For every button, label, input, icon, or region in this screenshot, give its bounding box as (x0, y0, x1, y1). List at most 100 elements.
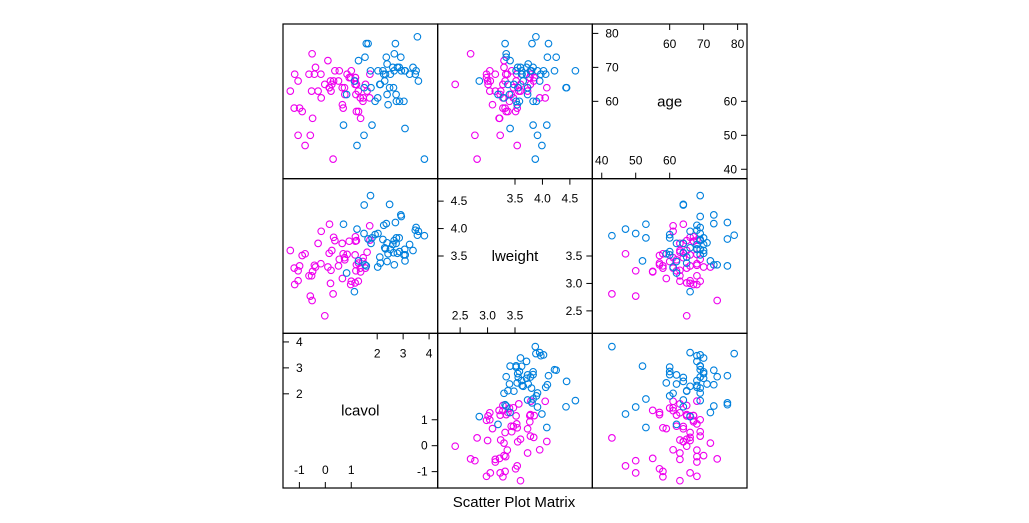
data-point (504, 107, 512, 116)
tick-label: 3.5 (566, 249, 583, 263)
data-point (522, 357, 531, 366)
data-point (488, 100, 497, 109)
data-point (730, 231, 739, 240)
data-point (542, 83, 551, 92)
data-point (539, 66, 548, 75)
data-point (382, 53, 391, 62)
data-point (510, 80, 518, 89)
data-point (655, 464, 664, 473)
data-point (471, 131, 479, 140)
data-point (329, 233, 338, 242)
data-point (631, 469, 640, 477)
data-point (329, 77, 338, 85)
data-point (390, 260, 399, 269)
data-point (290, 70, 299, 79)
tick-label: 3.5 (451, 249, 468, 263)
data-point (395, 63, 404, 72)
data-point (334, 262, 343, 270)
data-point (500, 439, 508, 447)
data-point (709, 211, 718, 219)
data-point (662, 379, 671, 387)
data-point (682, 412, 691, 420)
data-point (339, 104, 348, 112)
data-point (514, 400, 523, 408)
data-point (362, 262, 371, 270)
data-point (506, 362, 514, 370)
data-point (501, 39, 509, 48)
data-point (338, 274, 347, 283)
data-point (366, 236, 374, 244)
data-point (693, 397, 701, 405)
data-point (499, 472, 507, 481)
data-point (338, 239, 347, 248)
data-point (475, 77, 484, 85)
data-point (317, 227, 326, 236)
data-point (366, 66, 375, 75)
data-point (532, 97, 541, 106)
data-point (669, 445, 677, 454)
data-point (514, 87, 523, 95)
data-point (542, 121, 551, 129)
data-point (723, 218, 732, 227)
data-point (696, 396, 705, 405)
data-point (543, 53, 552, 62)
tick-label: 4 (296, 335, 303, 349)
data-point (562, 377, 571, 386)
data-point (608, 231, 616, 240)
data-point (509, 83, 518, 92)
data-point (693, 259, 701, 268)
data-point (723, 371, 732, 380)
data-point (648, 268, 657, 276)
data-point (308, 49, 316, 58)
data-point (391, 39, 400, 48)
data-point (317, 70, 325, 79)
data-point (401, 124, 409, 133)
data-point (413, 32, 422, 41)
data-point (693, 472, 701, 481)
data-point (693, 351, 701, 360)
data-point (294, 266, 302, 275)
data-point (499, 80, 507, 89)
data-point (693, 446, 701, 454)
data-point (523, 87, 532, 95)
data-point (339, 249, 348, 258)
data-point (679, 373, 688, 382)
tick-label: 4.0 (451, 222, 468, 236)
data-point (679, 239, 688, 248)
tick-label: 2 (374, 346, 381, 360)
data-point (676, 455, 684, 464)
data-point (491, 70, 500, 79)
data-point (351, 80, 359, 89)
data-point (362, 39, 371, 48)
data-point (397, 212, 406, 221)
data-point (709, 380, 718, 389)
data-point (631, 229, 640, 238)
data-point (353, 141, 361, 150)
data-point (699, 367, 708, 376)
data-point (713, 296, 722, 305)
data-point (501, 428, 509, 437)
data-point (679, 200, 688, 209)
data-point (383, 60, 391, 68)
data-point (713, 455, 722, 463)
tick-label: 60 (724, 94, 738, 108)
data-point (682, 401, 691, 410)
data-point (506, 56, 514, 65)
data-point (495, 114, 503, 123)
data-point (524, 380, 533, 388)
data-point (686, 428, 694, 437)
data-point (500, 389, 508, 398)
data-point (352, 107, 361, 116)
data-point (512, 420, 521, 428)
data-point (504, 386, 512, 395)
data-point (488, 424, 497, 433)
data-point (335, 66, 344, 75)
data-point (496, 469, 505, 477)
data-point (414, 77, 423, 85)
data-point (523, 449, 532, 457)
data-point (486, 469, 495, 477)
data-point (676, 277, 684, 286)
tick-label: 1 (348, 463, 355, 477)
tick-label: 0 (322, 463, 329, 477)
data-point (713, 260, 722, 269)
